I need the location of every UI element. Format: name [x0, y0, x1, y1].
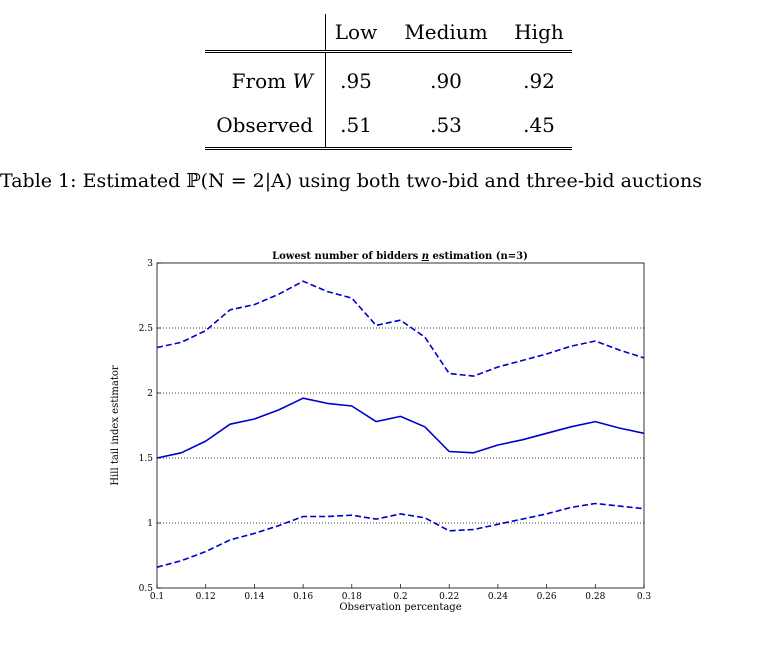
table-header-row: Low Medium High	[205, 14, 572, 53]
y-tick-label: 3	[147, 259, 153, 269]
table-cell: .51	[325, 103, 386, 150]
series-layer	[156, 280, 645, 568]
series-upper-bound-line	[156, 280, 645, 377]
series-estimate-line	[156, 397, 645, 459]
column-header-low: Low	[325, 14, 386, 53]
table-cell: .53	[386, 103, 506, 150]
y-axis-label: Hill tail index estimator	[110, 365, 121, 486]
x-tick-label: 0.2	[393, 592, 407, 602]
table-caption: Table 1: Estimated ℙ(N = 2|A) using both…	[0, 170, 702, 192]
results-table-grid: Low Medium High From W .95 .90 .92 Obser…	[205, 14, 572, 150]
y-tick-label: 2	[147, 389, 153, 399]
grid-lines	[157, 327, 644, 524]
plot-frame	[156, 262, 645, 589]
table-cell: .92	[523, 69, 555, 93]
table-row: From W .95 .90 .92	[205, 51, 572, 103]
y-tick-label: 2.5	[139, 324, 154, 334]
chart-title: Lowest number of bidders n estimation (n…	[272, 251, 528, 262]
x-tick-label: 0.24	[488, 592, 508, 602]
table-corner-cell	[205, 14, 326, 53]
x-tick-label: 0.3	[637, 592, 652, 602]
results-table: Low Medium High From W .95 .90 .92 Obser…	[205, 14, 572, 150]
y-tick-label: 0.5	[139, 584, 154, 594]
axis-ticks: 0.5 1 1.5 2 2.5 3 0.1 0.12 0.14 0.16 0.18 0.2 0.22 0.…	[139, 259, 652, 602]
y-tick-label: 1.5	[139, 454, 154, 464]
x-tick-label: 0.28	[585, 592, 605, 602]
column-header-medium: Medium	[386, 14, 506, 53]
column-header-high: High	[506, 14, 572, 53]
x-axis-label: Observation percentage	[339, 602, 461, 613]
x-tick-label: 0.22	[439, 592, 459, 602]
table-row: Observed .51 .53 .45	[205, 103, 572, 150]
row-label-from-w: From W	[205, 51, 326, 103]
x-tick-label: 0.18	[342, 592, 362, 602]
row-label-variable: W	[292, 69, 313, 93]
x-tick-label: 0.16	[293, 592, 313, 602]
table-cell: .90	[430, 69, 462, 93]
x-tick-label: 0.12	[196, 592, 216, 602]
row-label-prefix: Observed	[216, 113, 313, 137]
x-tick-label: 0.26	[537, 592, 557, 602]
hill-estimator-chart: Lowest number of bidders n estimation (n…	[110, 251, 652, 613]
row-label-prefix: From	[231, 69, 293, 93]
x-tick-label: 0.1	[150, 592, 164, 602]
series-lower-bound-line	[156, 502, 645, 568]
table-cell: .45	[506, 103, 572, 150]
row-label-observed: Observed	[205, 103, 326, 150]
x-tick-label: 0.14	[244, 592, 264, 602]
y-tick-label: 1	[147, 519, 153, 529]
table-cell: .95	[340, 69, 372, 93]
